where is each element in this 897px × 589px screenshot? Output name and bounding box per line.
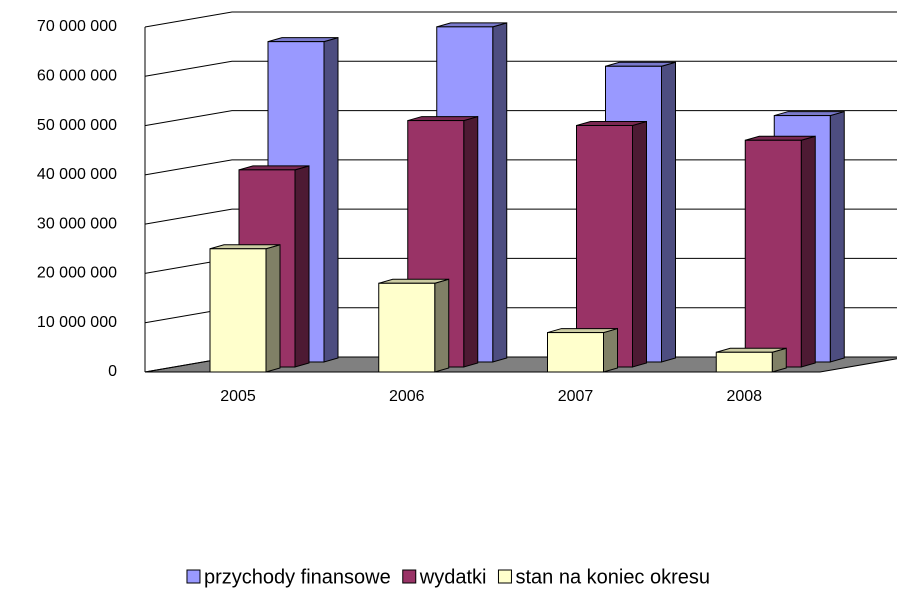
bar-front bbox=[715, 351, 773, 373]
bar-side bbox=[603, 327, 618, 373]
y-tick-label: 40 000 000 bbox=[37, 166, 117, 183]
bar-top bbox=[238, 165, 310, 171]
bar-side bbox=[661, 61, 676, 363]
bar-top bbox=[407, 116, 478, 122]
bar-top bbox=[209, 244, 281, 250]
y-tick-label: 60 000 000 bbox=[37, 68, 117, 85]
bar-top bbox=[436, 22, 507, 28]
bar-top bbox=[774, 111, 845, 117]
bar bbox=[547, 327, 618, 373]
legend-swatch bbox=[402, 569, 417, 584]
x-tick-label: 2006 bbox=[389, 388, 425, 405]
bar-side bbox=[800, 135, 816, 368]
bar-front bbox=[209, 248, 267, 373]
grid-line bbox=[144, 11, 897, 28]
bar-top bbox=[576, 121, 647, 126]
bar-side bbox=[632, 120, 647, 368]
bar-top bbox=[267, 37, 339, 43]
bar bbox=[378, 278, 450, 373]
x-tick-label: 2005 bbox=[220, 388, 256, 405]
bar-top bbox=[745, 135, 816, 141]
legend-item: przychody finansowe bbox=[186, 566, 391, 588]
bar-side bbox=[463, 115, 479, 368]
bar-side bbox=[323, 36, 339, 363]
bar-side bbox=[265, 244, 281, 373]
bar-front bbox=[378, 282, 436, 373]
bar bbox=[715, 347, 787, 373]
legend-item: stan na koniec okresu bbox=[497, 566, 710, 588]
bar-front bbox=[744, 139, 802, 368]
bar-top bbox=[547, 328, 618, 334]
y-tick-label: 70 000 000 bbox=[37, 18, 117, 35]
bar-side bbox=[294, 165, 310, 368]
legend-swatch bbox=[497, 569, 512, 584]
legend: przychody finansowe wydatki stan na koniec… bbox=[186, 566, 710, 588]
legend-item: wydatki bbox=[402, 566, 487, 588]
legend-label: stan na koniec okresu bbox=[515, 566, 710, 588]
y-tick-label: 50 000 000 bbox=[37, 117, 117, 134]
x-tick-label: 2008 bbox=[726, 388, 762, 405]
bar-side bbox=[829, 110, 845, 363]
bar bbox=[744, 135, 816, 368]
y-tick-label: 10 000 000 bbox=[37, 314, 117, 331]
bar-front bbox=[547, 332, 604, 373]
bar-side bbox=[492, 22, 508, 363]
legend-swatch bbox=[186, 569, 201, 584]
legend-label: wydatki bbox=[419, 566, 487, 588]
bar-top bbox=[605, 61, 676, 67]
bar-side bbox=[434, 278, 450, 373]
bar bbox=[209, 244, 281, 373]
legend-label: przychody finansowe bbox=[204, 566, 391, 588]
bar-top bbox=[378, 278, 449, 284]
grid-line bbox=[144, 60, 897, 77]
bar-top bbox=[716, 347, 787, 353]
y-tick-label: 30 000 000 bbox=[37, 215, 117, 232]
x-tick-label: 2007 bbox=[558, 388, 594, 405]
y-tick-label: 0 bbox=[108, 363, 117, 380]
bar bbox=[576, 120, 647, 368]
y-tick-label: 20 000 000 bbox=[37, 265, 117, 282]
